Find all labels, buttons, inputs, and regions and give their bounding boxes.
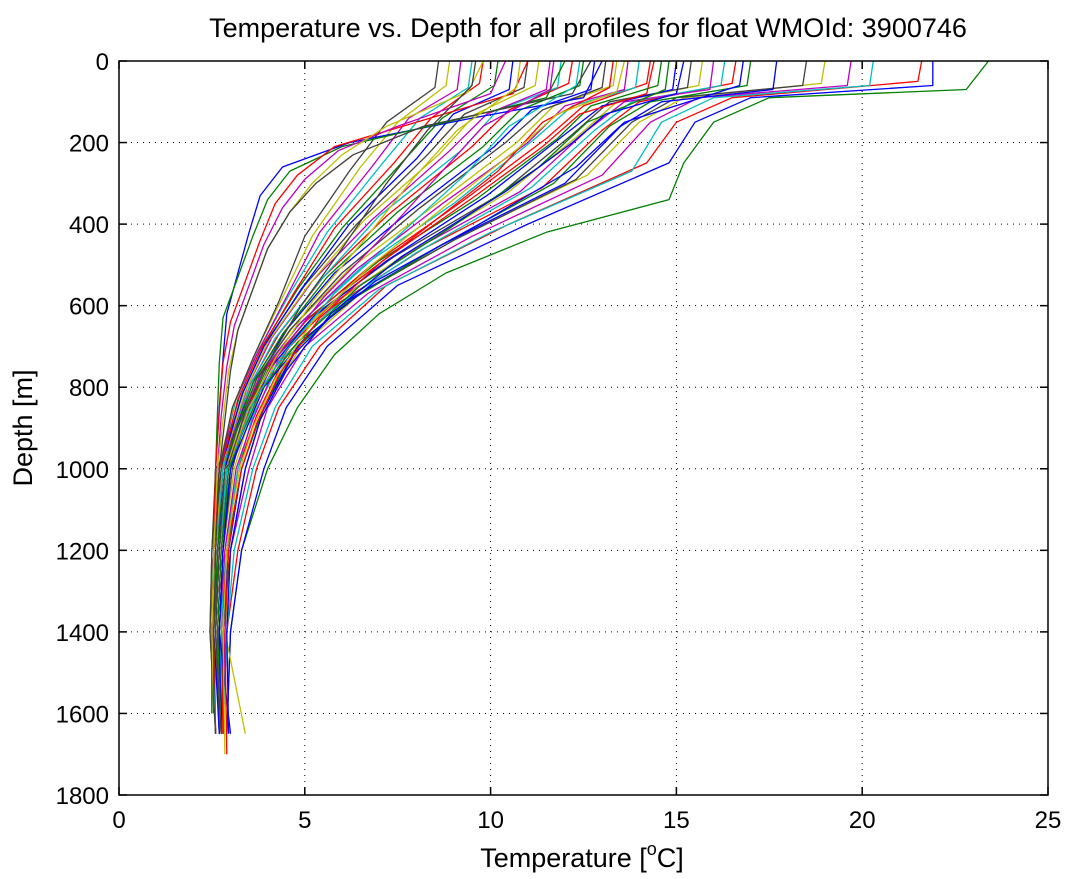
y-tick-label: 1400 [56,620,109,647]
profile-line [213,61,574,734]
x-axis-label-text: Temperature [ [480,843,647,873]
x-tick-label: 5 [298,807,311,834]
chart-title: Temperature vs. Depth for all profiles f… [209,13,967,43]
x-axis-label-unit: C] [657,843,684,873]
y-tick-label: 800 [69,375,109,402]
profile-line [226,61,685,734]
y-tick-label: 1000 [56,457,109,484]
profile-line [209,61,440,734]
profile-line [214,61,477,734]
profile-line [218,61,704,734]
profile-line [226,61,934,734]
axes-frame [118,60,1049,796]
y-tick-label: 600 [69,294,109,321]
y-tick-label: 200 [69,131,109,158]
x-axis-label: Temperature [oC] [480,839,684,873]
profile-line [214,61,618,734]
grid-lines [119,61,1048,795]
profile-line [226,61,990,734]
x-tick-label: 20 [849,807,876,834]
y-tick-label: 1200 [56,538,109,565]
profile-line [211,61,566,714]
profile-line [214,61,629,734]
axis-ticks [118,60,1049,796]
x-tick-label: 15 [663,807,690,834]
profile-line [211,61,562,734]
y-tick-label: 0 [96,49,109,76]
profile-line [214,61,640,734]
profile-line [222,61,852,734]
y-tick-label: 400 [69,212,109,239]
profile-line [218,61,692,734]
y-tick-labels: 0 200 400 600 800 1000 1200 1400 1600 1800 [56,49,109,810]
y-tick-label: 1800 [56,783,109,810]
x-tick-label: 10 [477,807,504,834]
profile-line [222,61,874,734]
profile-line [222,61,923,734]
profile-line [213,61,592,714]
profile-line [222,61,626,755]
profile-line [216,61,670,734]
profile-line [220,61,737,734]
x-axis-label-superscript: o [647,839,657,859]
x-tick-label: 25 [1035,807,1062,834]
x-tick-label: 0 [112,807,125,834]
y-axis-label: Depth [m] [8,369,38,486]
profile-line [216,61,663,734]
y-tick-label: 1600 [56,701,109,728]
profile-line [222,61,752,734]
profile-line [224,61,655,755]
plot-area [209,61,990,755]
profile-lines [209,61,990,755]
x-tick-labels: 0 5 10 15 20 25 [112,807,1061,834]
